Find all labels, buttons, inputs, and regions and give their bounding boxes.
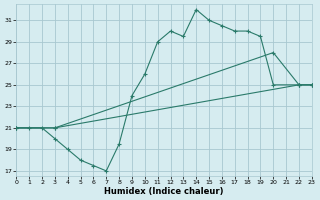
X-axis label: Humidex (Indice chaleur): Humidex (Indice chaleur) — [104, 187, 224, 196]
